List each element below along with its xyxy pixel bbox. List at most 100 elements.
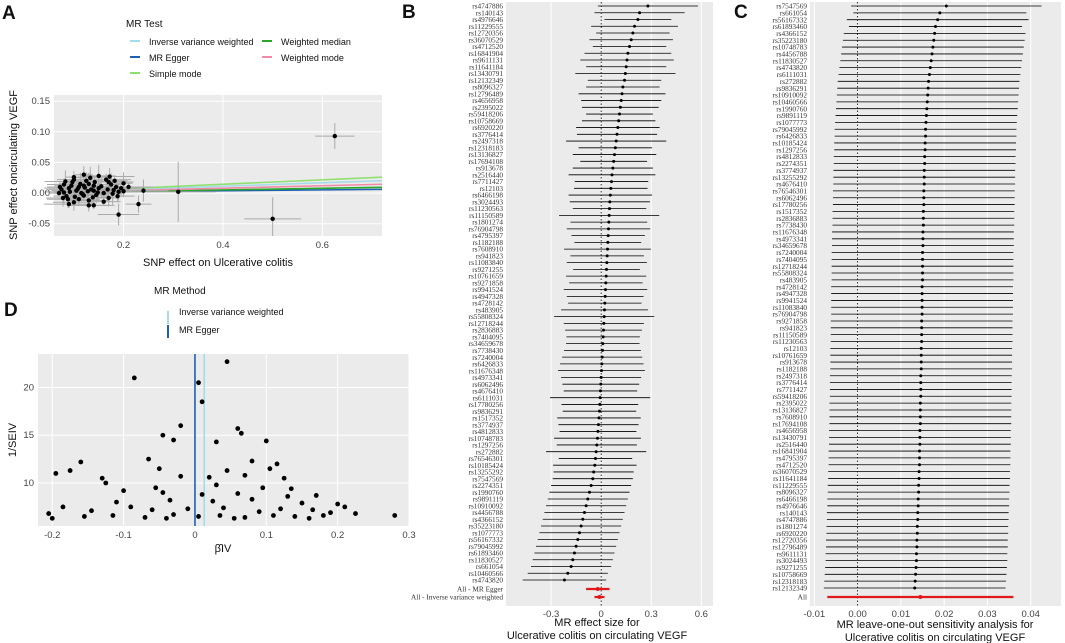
c-snp-label: rs9891119 — [777, 111, 808, 120]
c-snp-label: rs12318183 — [773, 577, 808, 586]
c-snp-rows: rs7547569rs661054rs56167332rs61893460rs4… — [773, 2, 1042, 593]
panel-a: MR Test Inverse variance weighted MR Egg… — [8, 19, 383, 269]
c-snp-label: rs7738430 — [776, 221, 807, 230]
a-ytick-label: 0.15 — [32, 96, 51, 107]
c-snp-point — [931, 45, 935, 49]
c-ticks: -0.01 0.00 0.01 0.02 0.03 0.04 — [803, 609, 1039, 620]
b-snp-label: rs10748783 — [469, 434, 504, 443]
c-snp-label: rs11229555 — [773, 481, 808, 490]
a-point — [121, 189, 126, 194]
c-snp-label: rs4366152 — [776, 29, 807, 38]
c-snp-label: rs941823 — [780, 323, 808, 332]
c-snp-point — [922, 168, 926, 172]
a-point — [107, 174, 112, 179]
d-ytick-label: 15 — [23, 430, 34, 441]
b-snp-label: rs10185424 — [469, 461, 504, 470]
a-point — [81, 183, 87, 188]
c-snp-label: rs6466198 — [776, 495, 807, 504]
d-point — [271, 513, 276, 518]
b-snp-point — [613, 153, 617, 157]
a-point — [78, 181, 83, 187]
b-snp-point — [566, 571, 570, 575]
c-snp-label: rs9611131 — [777, 549, 808, 558]
a-point — [332, 133, 337, 139]
b-snp-point — [610, 173, 614, 177]
b-snp-point — [620, 92, 624, 96]
b-snp-label: rs8096327 — [472, 83, 503, 92]
b-snp-point — [617, 119, 621, 123]
c-snp-point — [920, 298, 924, 302]
d-point — [128, 504, 134, 510]
c-snp-point — [919, 387, 923, 391]
b-snp-point — [628, 45, 632, 49]
c-snp-point — [921, 257, 925, 261]
d-point — [49, 515, 55, 521]
c-snp-point — [932, 38, 936, 42]
c-snp-label: rs6920220 — [776, 529, 807, 538]
b-snp-label: rs16841904 — [469, 49, 504, 58]
c-snp-label: rs1182188 — [776, 364, 807, 373]
c-snp-label: rs2497318 — [776, 371, 807, 380]
b-xtick-label: 0.3 — [645, 609, 658, 620]
d-point — [89, 508, 94, 514]
c-snp-point — [919, 360, 923, 364]
b-snp-point — [594, 450, 598, 454]
panel-label-c: C — [734, 2, 748, 23]
c-snp-point — [934, 25, 937, 29]
b-snp-label: rs61893460 — [469, 549, 504, 558]
b-snp-label: rs1077773 — [472, 528, 503, 537]
c-snp-label: rs4976646 — [776, 501, 807, 510]
b-snp-point — [602, 321, 606, 325]
b-snp-point — [611, 166, 615, 170]
b-snp-label: rs9891119 — [473, 495, 504, 504]
b-snp-point — [614, 139, 618, 143]
a-point — [57, 184, 63, 190]
a-point — [106, 195, 111, 201]
b-snp-label: rs13430791 — [469, 69, 504, 78]
a-point — [81, 172, 87, 177]
b-snp-point — [562, 578, 566, 582]
b-snp-point — [636, 18, 640, 22]
c-xlabel-line2: Ulcerative colitis on circulating VEGF — [845, 632, 1026, 643]
panel-label-b: B — [402, 2, 416, 23]
c-snp-point — [922, 175, 926, 179]
c-snp-point — [921, 278, 925, 282]
c-snp-label: rs7711427 — [776, 385, 807, 394]
b-snp-label: rs17694108 — [469, 157, 504, 166]
d-legend-ivw: Inverse variance weighted — [179, 307, 284, 317]
a-legend: Inverse variance weighted MR Egger Simpl… — [130, 37, 351, 79]
b-snp-label: rs11830527 — [469, 555, 504, 564]
b-snp-label: rs9941524 — [472, 285, 503, 294]
b-snp-point — [607, 213, 611, 217]
a-point — [63, 179, 68, 184]
c-snp-label: rs3024493 — [776, 556, 807, 565]
panel-b: rs4747886rs140143rs4976646rs11229555rs12… — [411, 2, 713, 642]
d-point — [224, 359, 230, 365]
c-snp-label: rs4747886 — [776, 515, 807, 524]
b-snp-label: rs4947328 — [472, 292, 503, 301]
d-point — [160, 490, 166, 495]
b-snp-label: rs12132349 — [469, 76, 504, 85]
b-snp-label: rs76904798 — [469, 224, 504, 233]
c-snp-point — [919, 346, 923, 350]
c-snp-label: rs12796489 — [773, 543, 808, 552]
c-snp-point — [920, 333, 924, 337]
b-snp-label: rs17780256 — [469, 400, 504, 409]
c-xtick-label: 0.03 — [978, 609, 997, 620]
b-snp-point — [629, 38, 633, 42]
b-snp-label: rs3024493 — [472, 197, 503, 206]
c-snp-label: rs17780256 — [773, 200, 808, 209]
b-snp-point — [633, 24, 637, 28]
c-snp-label: rs913678 — [780, 358, 808, 367]
c-snp-point — [921, 237, 925, 241]
a-point — [90, 195, 95, 200]
b-snp-label: rs7240004 — [472, 353, 503, 362]
a-ytick-label: -0.05 — [28, 219, 50, 230]
c-snp-label: rs11641184 — [773, 474, 807, 483]
b-snp-label: rs2836883 — [472, 326, 503, 335]
c-snp-point — [922, 182, 926, 186]
b-snp-label: rs2497318 — [472, 137, 503, 146]
d-xlabel: β̂IV — [215, 543, 232, 555]
d-point — [235, 491, 241, 496]
b-snp-point — [572, 551, 576, 555]
